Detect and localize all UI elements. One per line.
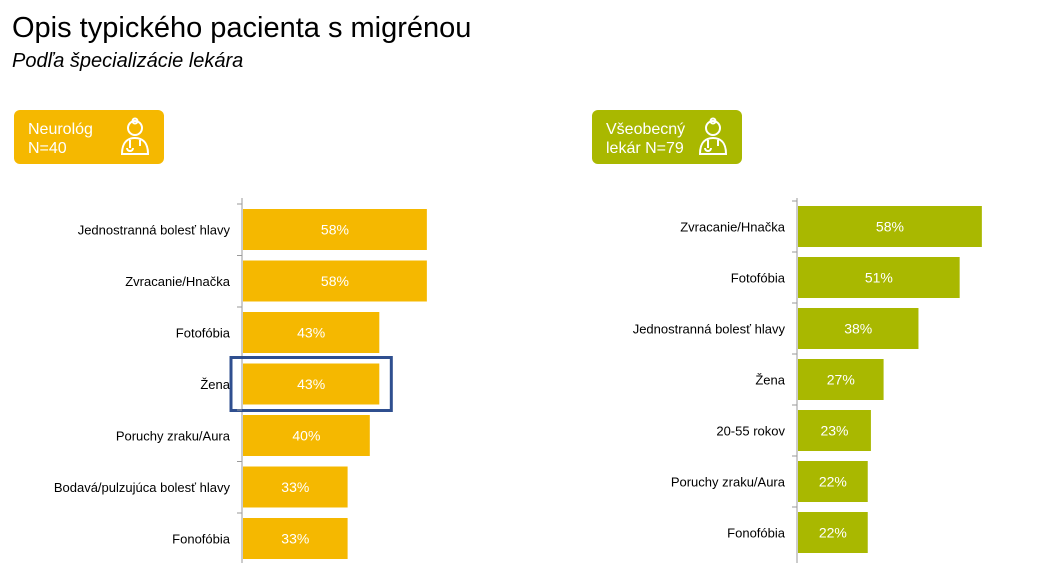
neurolog-value-label: 58%: [321, 273, 349, 289]
neurolog-category-label: Žena: [200, 377, 230, 392]
page-title: Opis typického pacienta s migrénou: [12, 12, 472, 44]
doctor-icon: [698, 117, 728, 155]
vseobecny-badge-line2: lekár N=79: [606, 140, 684, 157]
vseobecny-bar: [798, 512, 868, 553]
vseobecny-category-label: Jednostranná bolesť hlavy: [633, 322, 786, 337]
neurolog-bar: [243, 466, 348, 508]
neurolog-highlight-box: [229, 356, 393, 412]
vseobecny-lekar-badge: Všeobecný lekár N=79: [592, 110, 742, 164]
neurolog-bar: [243, 260, 427, 302]
neurolog-bar: [243, 415, 370, 456]
vseobecny-badge-text: Všeobecný lekár N=79: [606, 120, 685, 158]
vseobecny-value-label: 38%: [844, 321, 872, 337]
vseobecny-bar: [798, 257, 960, 298]
page-subtitle: Podľa špecializácie lekára: [12, 50, 244, 72]
neurolog-bar: [243, 363, 380, 405]
neurolog-category-label: Fonofóbia: [172, 532, 231, 547]
vseobecny-value-label: 51%: [865, 270, 893, 286]
neurolog-value-label: 40%: [292, 428, 320, 444]
vseobecny-bar: [798, 461, 868, 502]
neurolog-category-label: Jednostranná bolesť hlavy: [78, 223, 231, 238]
vseobecny-category-label: Žena: [755, 373, 785, 388]
vseobecny-category-label: Poruchy zraku/Aura: [671, 475, 786, 490]
vseobecny-category-label: Fonofóbia: [727, 526, 786, 541]
neurolog-badge-line2: N=40: [28, 140, 67, 157]
neurolog-value-label: 33%: [281, 479, 309, 495]
vseobecny-value-label: 58%: [876, 219, 904, 235]
neurolog-category-label: Zvracanie/Hnačka: [125, 274, 231, 289]
vseobecny-value-label: 22%: [819, 474, 847, 490]
neurolog-category-label: Bodavá/pulzujúca bolesť hlavy: [54, 480, 231, 495]
vseobecny-value-label: 27%: [827, 372, 855, 388]
neurolog-value-label: 58%: [321, 222, 349, 238]
neurolog-value-label: 43%: [297, 376, 325, 392]
doctor-icon: [120, 117, 150, 155]
vseobecny-badge-line1: Všeobecný: [606, 121, 686, 138]
neurolog-category-label: Fotofóbia: [176, 326, 231, 341]
neurolog-bar: [243, 209, 427, 250]
vseobecny-category-label: Fotofóbia: [731, 271, 786, 286]
vseobecny-bar: [798, 308, 919, 349]
vseobecny-bar: [798, 410, 871, 451]
vseobecny-bar: [798, 206, 982, 247]
vseobecny-value-label: 23%: [820, 423, 848, 439]
vseobecny-category-label: 20-55 rokov: [716, 424, 785, 439]
neurolog-badge-line1: Neurológ: [28, 121, 93, 138]
neurolog-value-label: 33%: [281, 531, 309, 547]
neurolog-badge: Neurológ N=40: [14, 110, 164, 164]
neurolog-bar: [243, 312, 380, 353]
vseobecny-category-label: Zvracanie/Hnačka: [680, 220, 786, 235]
neurolog-category-label: Poruchy zraku/Aura: [116, 429, 231, 444]
neurolog-value-label: 43%: [297, 325, 325, 341]
neurolog-bar: [243, 518, 348, 559]
neurolog-badge-text: Neurológ N=40: [28, 120, 93, 158]
vseobecny-bar: [798, 359, 884, 400]
vseobecny-value-label: 22%: [819, 525, 847, 541]
